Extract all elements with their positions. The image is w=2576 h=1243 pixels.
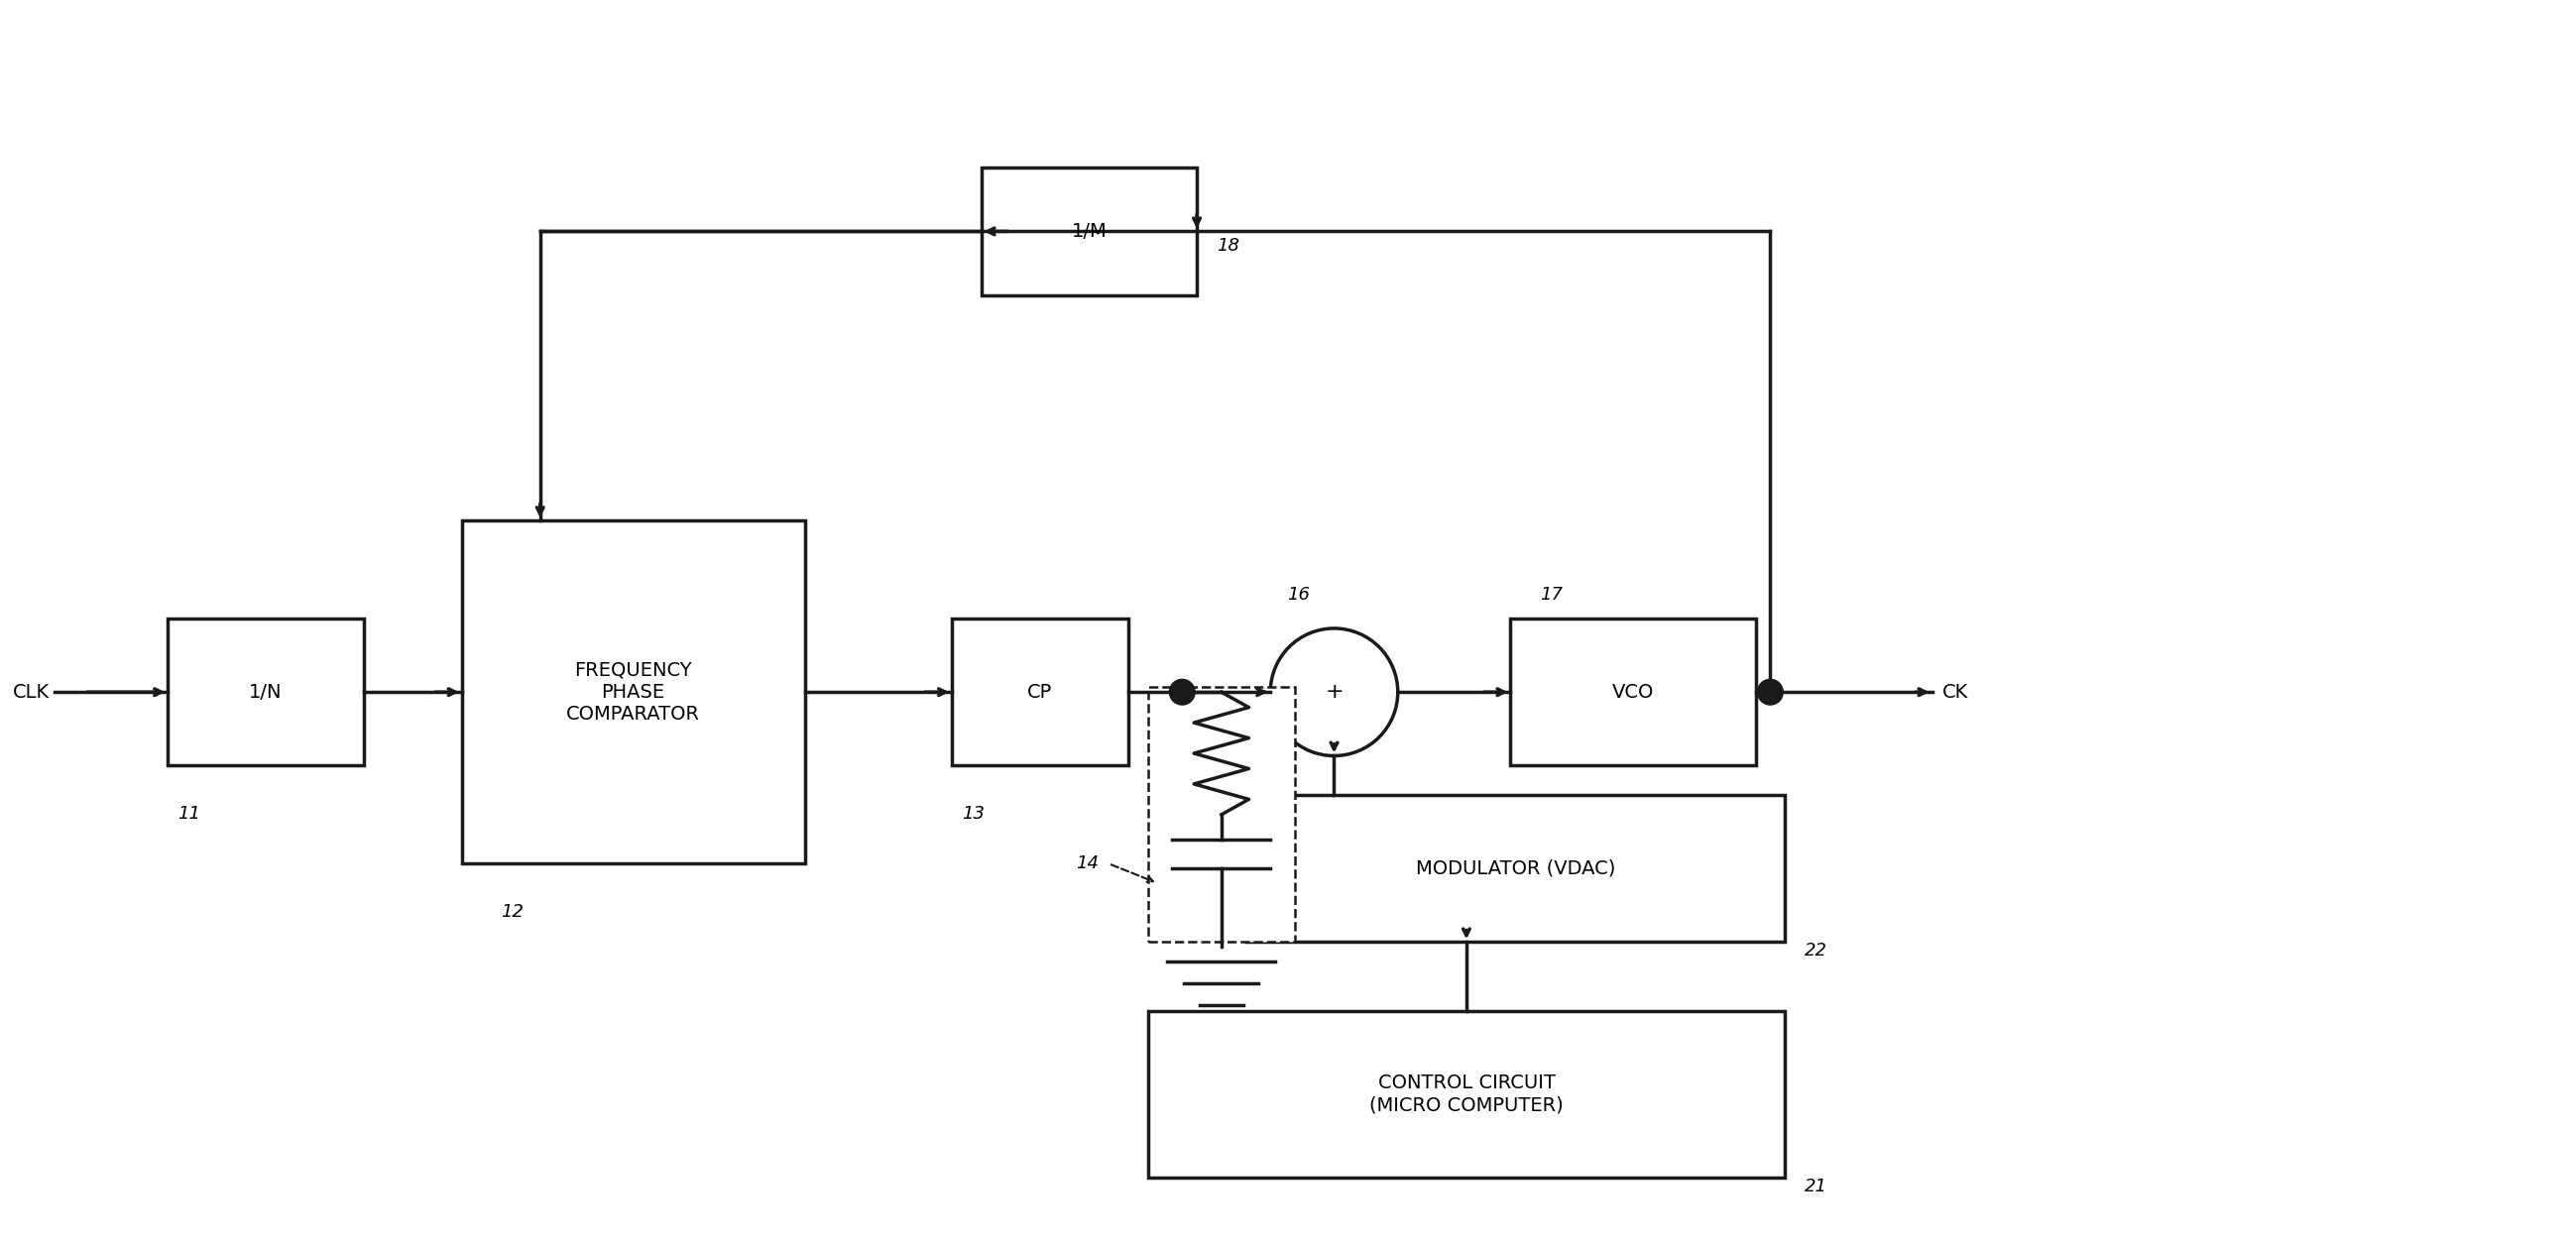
Text: CK: CK bbox=[1942, 682, 1968, 701]
Bar bbox=[981, 168, 1198, 295]
Text: 13: 13 bbox=[961, 804, 984, 823]
Text: 14: 14 bbox=[1077, 855, 1100, 873]
Bar bbox=[1247, 796, 1785, 942]
Text: +: + bbox=[1324, 682, 1342, 702]
Text: CP: CP bbox=[1028, 682, 1054, 701]
Bar bbox=[1149, 687, 1296, 942]
Circle shape bbox=[1757, 680, 1783, 705]
Text: CLK: CLK bbox=[13, 682, 49, 701]
Text: 21: 21 bbox=[1806, 1177, 1826, 1195]
Circle shape bbox=[1170, 680, 1195, 705]
Text: 17: 17 bbox=[1540, 585, 1564, 604]
Text: 1/N: 1/N bbox=[250, 682, 283, 701]
Bar bbox=[951, 619, 1128, 766]
Text: 22: 22 bbox=[1806, 942, 1826, 960]
Text: MODULATOR (VDAC): MODULATOR (VDAC) bbox=[1417, 859, 1615, 878]
Text: 12: 12 bbox=[500, 902, 523, 921]
Text: 16: 16 bbox=[1288, 585, 1309, 604]
Text: VCO: VCO bbox=[1613, 682, 1654, 701]
Bar bbox=[1149, 1011, 1785, 1177]
Text: 1/M: 1/M bbox=[1072, 222, 1108, 241]
Text: FREQUENCY
PHASE
COMPARATOR: FREQUENCY PHASE COMPARATOR bbox=[567, 661, 701, 723]
Bar bbox=[1510, 619, 1757, 766]
Bar bbox=[167, 619, 363, 766]
Text: CONTROL CIRCUIT
(MICRO COMPUTER): CONTROL CIRCUIT (MICRO COMPUTER) bbox=[1370, 1074, 1564, 1114]
Text: 18: 18 bbox=[1216, 237, 1239, 255]
Text: 11: 11 bbox=[178, 804, 201, 823]
Bar bbox=[461, 521, 804, 864]
